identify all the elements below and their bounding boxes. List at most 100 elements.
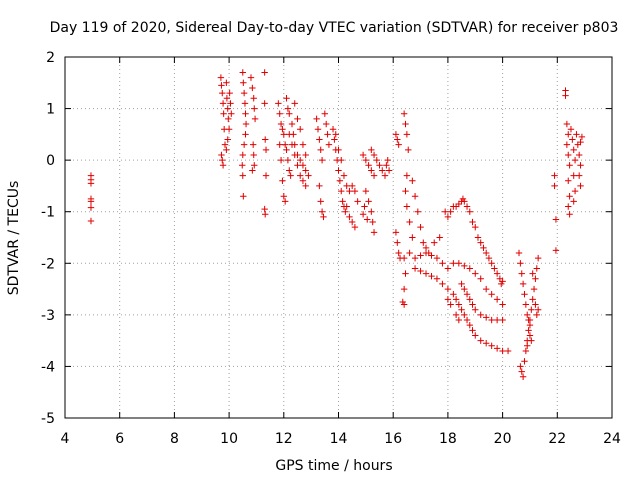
data-point bbox=[354, 198, 361, 205]
data-point bbox=[320, 213, 327, 221]
data-point bbox=[302, 182, 309, 190]
data-point bbox=[297, 156, 304, 164]
data-point bbox=[324, 131, 331, 138]
data-point bbox=[368, 208, 375, 215]
data-point bbox=[381, 172, 389, 179]
data-point bbox=[392, 229, 400, 236]
data-point bbox=[461, 311, 468, 319]
data-point bbox=[482, 314, 490, 321]
data-point bbox=[370, 151, 378, 159]
data-point bbox=[519, 280, 527, 288]
data-point bbox=[336, 177, 344, 184]
data-point bbox=[447, 301, 454, 308]
data-point bbox=[221, 141, 229, 148]
data-point bbox=[239, 69, 246, 76]
data-point bbox=[362, 156, 370, 164]
data-point bbox=[302, 167, 309, 174]
data-point bbox=[455, 260, 463, 267]
data-point bbox=[563, 120, 571, 128]
data-point bbox=[414, 208, 422, 215]
data-point bbox=[450, 260, 457, 267]
data-point bbox=[342, 208, 349, 215]
data-point bbox=[394, 239, 401, 246]
data-point bbox=[322, 120, 330, 128]
x-tick-label: 6 bbox=[115, 431, 124, 447]
data-point bbox=[529, 270, 536, 277]
data-point bbox=[474, 234, 482, 241]
data-point bbox=[343, 203, 350, 210]
data-point bbox=[406, 249, 413, 257]
data-point bbox=[379, 167, 386, 174]
data-point bbox=[338, 156, 345, 164]
data-point bbox=[318, 156, 326, 164]
data-point bbox=[239, 172, 246, 179]
data-point bbox=[566, 162, 573, 169]
data-point bbox=[409, 234, 416, 241]
data-point bbox=[305, 172, 312, 179]
data-point bbox=[223, 95, 231, 102]
data-point bbox=[411, 265, 419, 272]
x-tick-label: 12 bbox=[275, 431, 293, 447]
data-point bbox=[325, 141, 333, 148]
data-point bbox=[570, 198, 577, 205]
data-point bbox=[249, 141, 257, 148]
data-point bbox=[346, 213, 353, 221]
data-point bbox=[403, 203, 411, 210]
data-point bbox=[530, 285, 538, 293]
data-point bbox=[87, 198, 95, 205]
data-point bbox=[452, 296, 460, 303]
data-point bbox=[472, 270, 479, 277]
data-point bbox=[240, 89, 248, 97]
data-point bbox=[365, 162, 372, 169]
data-point bbox=[444, 213, 452, 221]
data-point bbox=[218, 151, 225, 159]
data-point bbox=[321, 110, 329, 117]
data-point bbox=[422, 270, 430, 277]
y-tick-label: -1 bbox=[41, 205, 55, 221]
data-point bbox=[480, 244, 487, 252]
data-point bbox=[571, 156, 579, 164]
x-tick-label: 14 bbox=[330, 431, 348, 447]
data-point bbox=[359, 211, 367, 218]
data-point bbox=[276, 110, 283, 117]
data-points bbox=[87, 69, 586, 380]
data-point bbox=[455, 316, 463, 324]
data-point bbox=[291, 151, 298, 159]
data-point bbox=[87, 204, 95, 211]
data-point bbox=[370, 229, 378, 236]
data-point bbox=[400, 301, 408, 308]
data-point bbox=[575, 172, 583, 179]
data-point bbox=[417, 223, 424, 231]
data-point bbox=[552, 247, 560, 254]
data-point bbox=[463, 203, 471, 210]
data-point bbox=[283, 95, 290, 102]
y-tick-label: 0 bbox=[46, 153, 55, 169]
data-point bbox=[504, 347, 512, 355]
data-point bbox=[219, 162, 227, 169]
data-point bbox=[491, 265, 498, 272]
data-point bbox=[405, 146, 412, 154]
data-point bbox=[567, 126, 575, 133]
data-point bbox=[219, 156, 226, 164]
data-point bbox=[247, 74, 255, 81]
data-point bbox=[261, 69, 268, 76]
data-point bbox=[316, 136, 323, 143]
data-point bbox=[493, 316, 501, 324]
data-point bbox=[224, 105, 231, 112]
data-point bbox=[395, 141, 402, 148]
data-point bbox=[227, 100, 234, 107]
data-point bbox=[262, 146, 270, 154]
data-point bbox=[283, 146, 290, 154]
data-point bbox=[279, 126, 286, 133]
data-point bbox=[439, 280, 446, 288]
data-point bbox=[376, 162, 383, 169]
data-point bbox=[383, 162, 390, 169]
data-point bbox=[482, 249, 490, 257]
y-tick-label: -5 bbox=[41, 411, 55, 427]
data-point bbox=[239, 162, 246, 169]
data-point bbox=[394, 136, 401, 143]
data-point bbox=[461, 198, 468, 205]
data-point bbox=[242, 120, 250, 128]
data-point bbox=[261, 100, 268, 107]
